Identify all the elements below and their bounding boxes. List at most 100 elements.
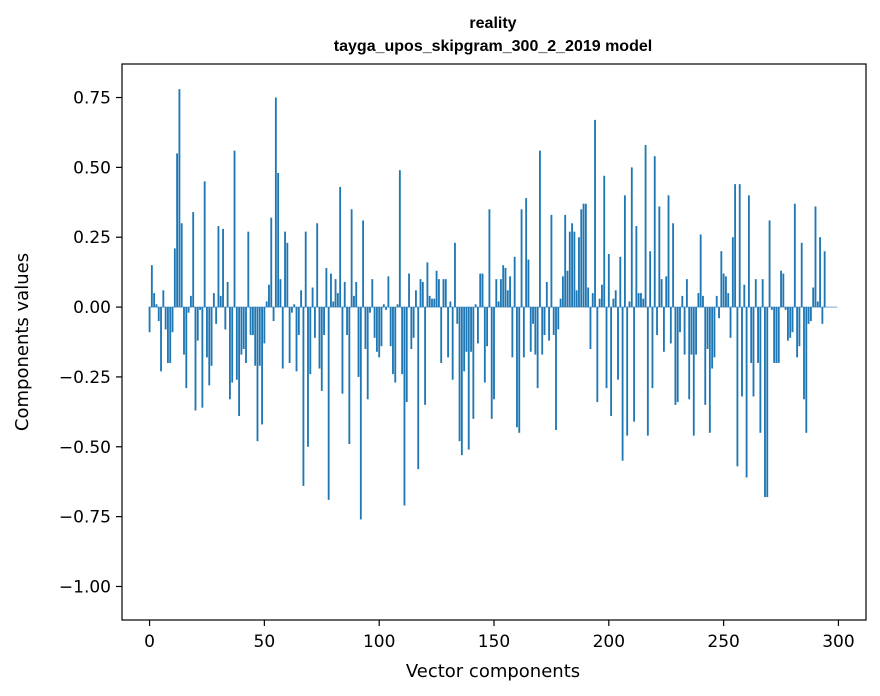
bar xyxy=(580,209,583,308)
bar xyxy=(665,276,668,308)
bar xyxy=(812,287,815,308)
bar xyxy=(823,251,826,308)
bar xyxy=(192,212,195,308)
bar xyxy=(623,195,626,308)
bar xyxy=(477,307,479,344)
bar xyxy=(807,307,810,324)
bar xyxy=(176,153,179,308)
bar xyxy=(584,203,587,308)
bar xyxy=(789,307,792,338)
bar xyxy=(676,307,679,403)
bar xyxy=(529,307,532,352)
bar xyxy=(509,276,511,308)
bar xyxy=(566,270,569,308)
bar xyxy=(545,281,548,308)
bar xyxy=(816,301,819,308)
bar xyxy=(646,307,649,436)
bar xyxy=(442,279,445,308)
bar xyxy=(708,307,711,433)
bar xyxy=(148,307,151,333)
bar xyxy=(167,307,169,363)
bar xyxy=(809,307,812,322)
bar xyxy=(660,279,663,308)
bar xyxy=(366,307,369,400)
bar xyxy=(617,307,619,380)
bar xyxy=(651,307,654,389)
bar xyxy=(720,251,723,308)
bar xyxy=(249,307,252,336)
bar xyxy=(160,307,162,372)
bar xyxy=(460,307,463,456)
bar xyxy=(272,307,275,322)
bar xyxy=(764,307,766,498)
bar xyxy=(605,307,608,389)
bar xyxy=(539,150,541,308)
bar xyxy=(378,307,381,358)
bar xyxy=(327,307,330,500)
bar xyxy=(373,307,376,338)
bar xyxy=(511,307,514,358)
bar xyxy=(155,304,158,308)
bar xyxy=(552,307,555,336)
bar xyxy=(364,307,367,349)
x-tick-label: 300 xyxy=(822,632,854,652)
bar xyxy=(727,293,730,308)
bar xyxy=(339,186,342,308)
bar xyxy=(752,307,755,397)
bar xyxy=(578,237,580,308)
bar xyxy=(819,237,821,308)
bar xyxy=(750,307,753,363)
bar xyxy=(233,150,236,308)
bar xyxy=(208,307,211,386)
bar xyxy=(456,307,459,324)
bar xyxy=(380,307,383,347)
bar xyxy=(300,290,303,308)
bar xyxy=(793,203,796,308)
bar xyxy=(782,273,785,308)
bar xyxy=(541,307,544,355)
bar xyxy=(222,228,224,308)
bar xyxy=(302,307,305,486)
bar xyxy=(238,307,241,417)
bar xyxy=(226,281,229,308)
bar xyxy=(483,307,486,383)
bar xyxy=(582,203,585,308)
bar xyxy=(791,307,794,333)
bar xyxy=(479,273,482,308)
bar xyxy=(747,195,750,308)
bar xyxy=(561,276,564,308)
bar xyxy=(279,279,282,308)
bar xyxy=(761,279,764,308)
bar xyxy=(667,195,670,308)
bar xyxy=(773,307,776,363)
bar xyxy=(683,307,686,355)
bar xyxy=(612,298,615,308)
bar xyxy=(196,307,199,341)
bar xyxy=(506,290,509,308)
bar xyxy=(775,307,778,363)
bar xyxy=(348,307,351,444)
bar xyxy=(212,293,215,308)
bar xyxy=(532,307,534,324)
bar xyxy=(263,307,266,344)
y-tick-label: 0.25 xyxy=(73,228,111,248)
bar xyxy=(343,281,346,308)
bars-group xyxy=(148,89,826,520)
bar xyxy=(173,248,176,308)
bar xyxy=(681,295,684,308)
bar xyxy=(350,209,353,308)
bar xyxy=(640,293,642,308)
bar xyxy=(527,259,530,308)
bar xyxy=(247,231,250,308)
bar xyxy=(738,184,741,308)
bar xyxy=(187,307,190,313)
bar xyxy=(424,307,427,405)
y-tick-label: −1.00 xyxy=(59,577,111,597)
y-tick-label: −0.25 xyxy=(59,368,111,388)
bar xyxy=(231,307,234,383)
y-tick-label: −0.75 xyxy=(59,508,111,528)
bar xyxy=(447,307,449,358)
bar xyxy=(401,307,404,375)
bar xyxy=(235,307,238,380)
bar xyxy=(536,307,539,389)
